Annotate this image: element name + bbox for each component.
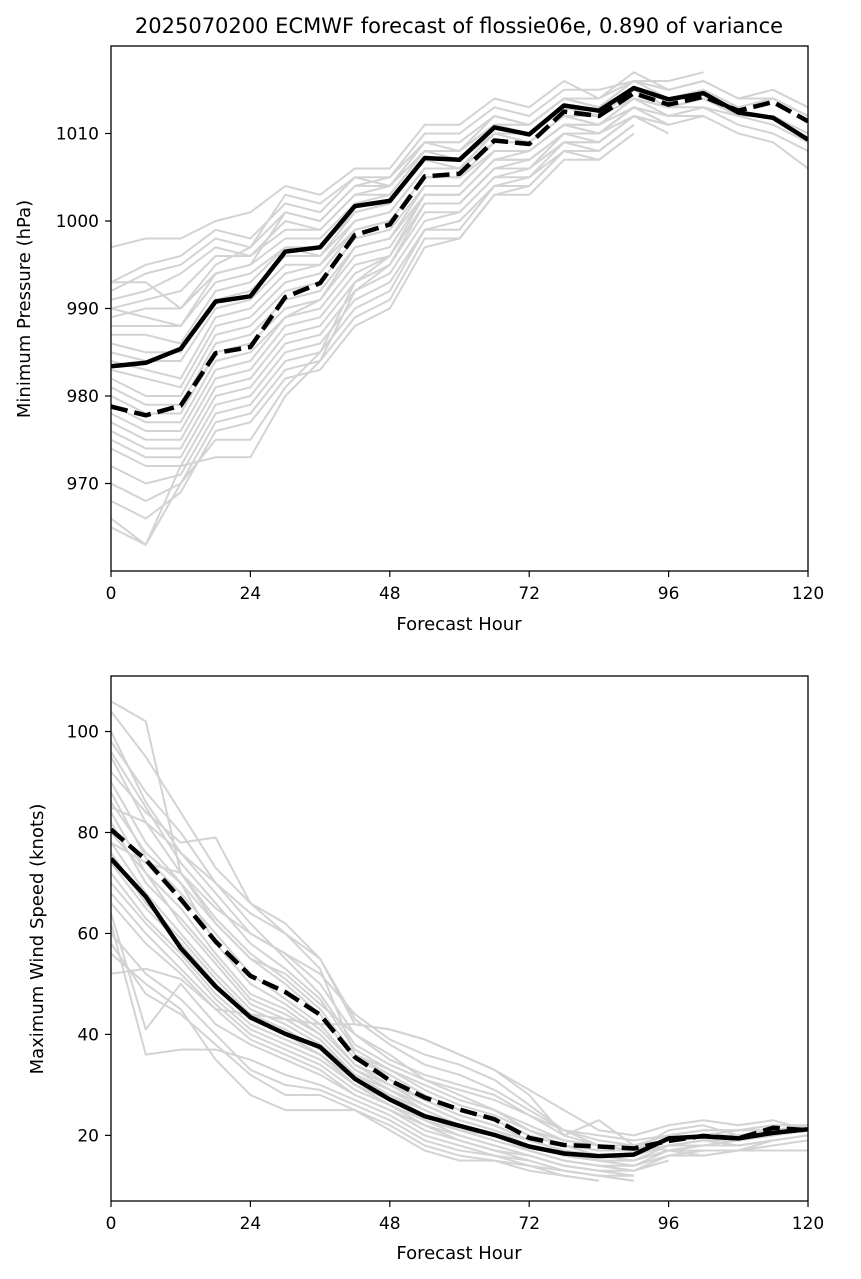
y-tick-label: 1010 bbox=[56, 125, 99, 145]
x-tick-label: 24 bbox=[240, 584, 262, 604]
ensemble-lines bbox=[111, 71, 808, 546]
y-tick-label: 970 bbox=[67, 475, 99, 495]
series-lines bbox=[111, 827, 808, 1159]
y-axis-label: Maximum Wind Speed (knots) bbox=[27, 804, 48, 1075]
wind-panel: 0 24 48 72 96 120 20 40 60 80 100 Forecast Hour M… bbox=[27, 675, 824, 1264]
ensemble-member-line bbox=[111, 952, 600, 1182]
y-ticks: 20 40 60 80 100 bbox=[67, 723, 111, 1146]
solid-series-line bbox=[111, 85, 808, 369]
ensemble-member-line bbox=[111, 88, 635, 327]
ensemble-member-line bbox=[111, 106, 635, 546]
solid-series-line bbox=[111, 857, 808, 1159]
ensemble-member-line bbox=[111, 71, 704, 284]
ensemble-member-line bbox=[111, 967, 808, 1157]
dashed-series-line bbox=[111, 90, 808, 418]
pressure-panel: 2025070200 ECMWF forecast of flossie06e,… bbox=[14, 14, 824, 635]
ensemble-member-line bbox=[111, 124, 635, 485]
y-tick-label: 990 bbox=[67, 300, 99, 320]
x-tick-label: 0 bbox=[106, 1214, 117, 1234]
x-axis-label: Forecast Hour bbox=[396, 614, 522, 635]
ensemble-member-line bbox=[111, 124, 635, 459]
y-tick-label: 40 bbox=[77, 1025, 99, 1045]
x-tick-label: 24 bbox=[240, 1214, 262, 1234]
x-ticks: 0 24 48 72 96 120 bbox=[106, 571, 824, 604]
x-tick-label: 48 bbox=[379, 1214, 401, 1234]
ensemble-member-line bbox=[111, 771, 808, 1152]
x-tick-label: 120 bbox=[792, 1214, 824, 1234]
series-lines bbox=[111, 85, 808, 418]
x-tick-label: 48 bbox=[379, 584, 401, 604]
y-tick-label: 60 bbox=[77, 924, 99, 944]
ensemble-member-line bbox=[111, 115, 635, 450]
y-ticks: 970 980 990 1000 1010 bbox=[56, 125, 111, 495]
x-ticks: 0 24 48 72 96 120 bbox=[106, 1201, 824, 1234]
ensemble-member-line bbox=[111, 115, 669, 424]
x-tick-label: 120 bbox=[792, 584, 824, 604]
x-tick-label: 96 bbox=[658, 584, 680, 604]
x-axis-label: Forecast Hour bbox=[396, 1243, 522, 1264]
x-tick-label: 72 bbox=[518, 584, 540, 604]
ensemble-member-line bbox=[111, 124, 635, 467]
x-tick-label: 72 bbox=[518, 1214, 540, 1234]
dashed-series-line bbox=[111, 827, 808, 1151]
y-tick-label: 980 bbox=[67, 387, 99, 407]
ensemble-member-line bbox=[111, 106, 808, 389]
ensemble-member-line bbox=[111, 741, 774, 1147]
y-tick-label: 80 bbox=[77, 823, 99, 843]
ensemble-member-line bbox=[111, 97, 808, 362]
chart-title: 2025070200 ECMWF forecast of flossie06e,… bbox=[135, 14, 783, 38]
ensemble-member-line bbox=[111, 106, 808, 415]
ensemble-member-line bbox=[111, 80, 808, 310]
ensemble-member-line bbox=[111, 132, 635, 502]
x-tick-label: 96 bbox=[658, 1214, 680, 1234]
y-tick-label: 100 bbox=[67, 723, 99, 743]
x-tick-label: 0 bbox=[106, 584, 117, 604]
ensemble-member-line bbox=[111, 80, 808, 301]
y-tick-label: 1000 bbox=[56, 212, 99, 232]
ensemble-member-line bbox=[111, 731, 808, 1152]
ensemble-member-line bbox=[111, 97, 635, 546]
y-tick-label: 20 bbox=[77, 1126, 99, 1146]
ensemble-member-line bbox=[111, 932, 634, 1182]
ensemble-member-line bbox=[111, 892, 634, 1177]
plot-frame bbox=[110, 675, 809, 1202]
ensemble-member-line bbox=[111, 801, 774, 1162]
y-axis-label: Minimum Pressure (hPa) bbox=[14, 200, 35, 418]
ensemble-member-line bbox=[111, 923, 634, 1182]
